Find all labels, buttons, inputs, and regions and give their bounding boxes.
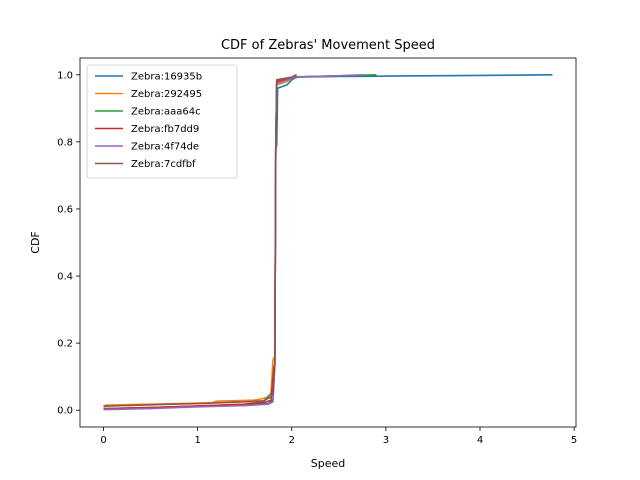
x-tick-label: 5 [571, 435, 577, 446]
legend-entry: Zebra:aaa64c [131, 107, 201, 118]
legend-entry: Zebra:4f74de [131, 142, 199, 153]
legend-entry: Zebra:16935b [131, 72, 202, 83]
series-line-zebra-7cdfbf [103, 74, 297, 407]
y-tick-label: 0.6 [57, 204, 73, 215]
x-tick-label: 1 [194, 435, 200, 446]
legend-entry: Zebra:fb7dd9 [131, 124, 199, 135]
legend-box [86, 64, 238, 179]
x-tick-label: 4 [477, 435, 483, 446]
y-axis-ticks: 0.0 0.2 0.4 0.6 0.8 1.0 [57, 70, 80, 417]
x-axis-label: Speed [311, 457, 345, 470]
y-axis-label: CDF [29, 231, 42, 253]
x-tick-label: 2 [289, 435, 295, 446]
y-tick-label: 0.4 [57, 272, 73, 283]
plot-area [79, 57, 577, 428]
y-tick-label: 0.8 [57, 137, 73, 148]
y-tick-label: 0.0 [57, 406, 73, 417]
x-axis-ticks: 0 1 2 3 4 5 [100, 427, 577, 446]
axes-frame [79, 57, 577, 428]
y-tick-label: 1.0 [57, 70, 73, 81]
chart-title: CDF of Zebras' Movement Speed [221, 38, 435, 53]
series-lines [102, 73, 553, 411]
legend: Zebra:16935b Zebra:292495 Zebra:aaa64c Zebr… [86, 64, 238, 179]
legend-entry: Zebra:292495 [131, 89, 202, 100]
legend-entry: Zebra:7cdfbf [131, 159, 196, 170]
y-tick-label: 0.2 [57, 339, 73, 350]
x-tick-label: 0 [100, 435, 106, 446]
x-tick-label: 3 [383, 435, 389, 446]
